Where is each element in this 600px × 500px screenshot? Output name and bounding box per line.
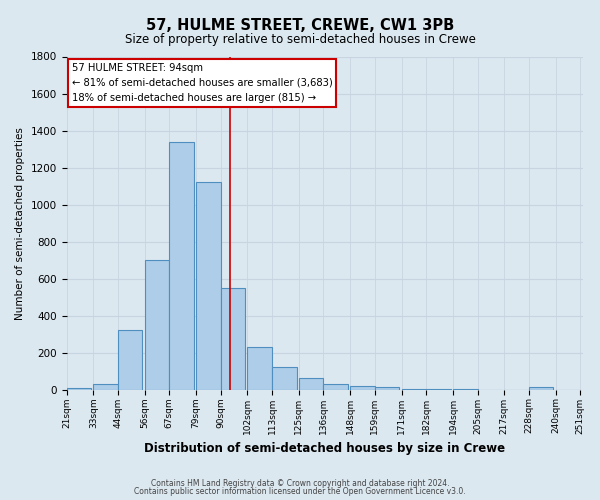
Y-axis label: Number of semi-detached properties: Number of semi-detached properties (15, 126, 25, 320)
Text: 57 HULME STREET: 94sqm
← 81% of semi-detached houses are smaller (3,683)
18% of : 57 HULME STREET: 94sqm ← 81% of semi-det… (71, 63, 332, 103)
Bar (529, 387, 553, 390)
Bar (145, 260, 169, 390)
Text: Size of property relative to semi-detached houses in Crewe: Size of property relative to semi-detach… (125, 32, 475, 46)
X-axis label: Distribution of semi-detached houses by size in Crewe: Distribution of semi-detached houses by … (144, 442, 505, 455)
Bar (323, 384, 348, 390)
Bar (272, 368, 296, 390)
Bar (453, 389, 478, 390)
Bar (67, 388, 91, 390)
Text: Contains public sector information licensed under the Open Government Licence v3: Contains public sector information licen… (134, 487, 466, 496)
Bar (169, 142, 194, 390)
Bar (247, 347, 272, 390)
Bar (196, 182, 221, 390)
Bar (401, 388, 426, 390)
Bar (375, 388, 400, 390)
Text: Contains HM Land Registry data © Crown copyright and database right 2024.: Contains HM Land Registry data © Crown c… (151, 478, 449, 488)
Bar (299, 378, 323, 390)
Bar (350, 386, 375, 390)
Bar (94, 384, 118, 390)
Bar (426, 388, 451, 390)
Bar (221, 288, 245, 390)
Bar (118, 330, 142, 390)
Text: 57, HULME STREET, CREWE, CW1 3PB: 57, HULME STREET, CREWE, CW1 3PB (146, 18, 454, 32)
